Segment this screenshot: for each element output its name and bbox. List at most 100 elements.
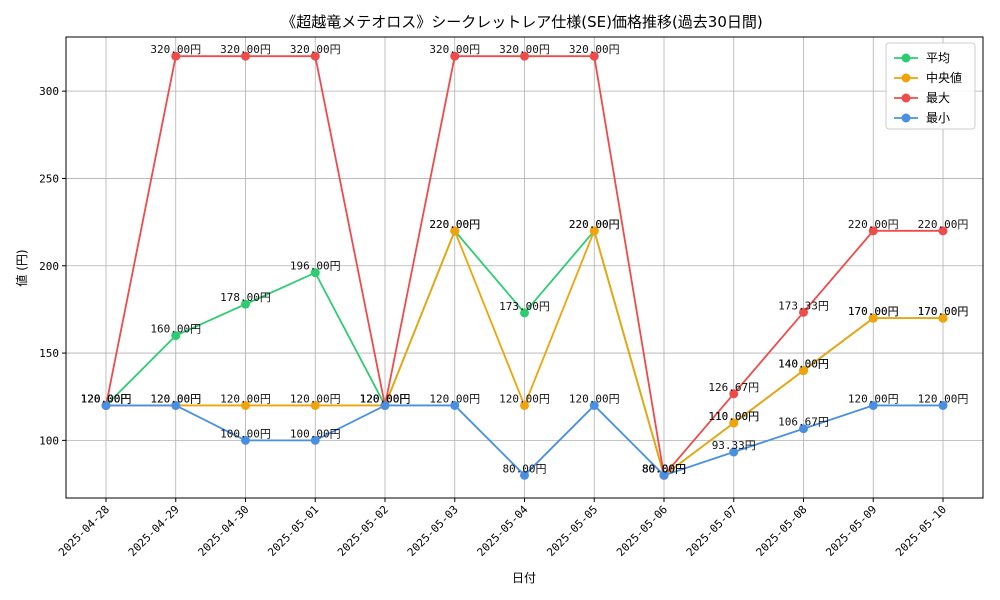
legend-item: 平均 xyxy=(894,51,950,65)
data-point xyxy=(799,307,808,317)
data-point xyxy=(868,313,878,323)
data-label: 320.00円 xyxy=(499,43,550,56)
legend-item: 最大 xyxy=(894,91,950,105)
data-point xyxy=(171,400,181,410)
data-label: 120.00円 xyxy=(150,392,201,405)
legend-item: 最小 xyxy=(894,111,950,125)
legend-swatch-marker xyxy=(901,73,911,83)
data-point xyxy=(589,400,599,410)
data-label: 320.00円 xyxy=(569,43,620,56)
data-label: 120.00円 xyxy=(360,392,411,405)
x-tick-label: 2025-04-29 xyxy=(126,503,182,559)
legend-label: 平均 xyxy=(926,51,950,65)
x-tick-label: 2025-05-04 xyxy=(475,503,531,559)
legend-item: 中央値 xyxy=(894,70,962,85)
series-layer xyxy=(101,51,948,480)
data-label: 120.00円 xyxy=(569,392,620,405)
data-label: 80.00円 xyxy=(642,462,686,475)
series-3 xyxy=(101,400,948,480)
data-label: 80.00円 xyxy=(642,462,686,475)
data-label: 220.00円 xyxy=(429,218,480,231)
data-label: 120.00円 xyxy=(150,392,201,405)
y-tick-label: 250 xyxy=(39,172,59,185)
data-label: 320.00円 xyxy=(429,43,480,56)
data-point xyxy=(310,268,320,278)
x-tick-label: 2025-05-02 xyxy=(335,503,391,559)
x-tick-label: 2025-04-30 xyxy=(196,503,252,559)
x-tick-label: 2025-05-10 xyxy=(893,503,949,559)
data-label: 100.00円 xyxy=(220,427,271,440)
legend-label: 中央値 xyxy=(926,70,962,85)
data-point xyxy=(729,447,739,457)
data-point xyxy=(520,51,529,61)
data-label: 170.00円 xyxy=(848,305,899,318)
data-labels: 120.00円 160.00円 178.00円 196.00円 120.00円 220.0… xyxy=(81,43,969,475)
data-label: 173.00円 xyxy=(499,300,550,313)
data-point xyxy=(310,400,320,410)
data-label: 110.00円 xyxy=(708,410,759,423)
data-point xyxy=(868,400,878,410)
data-label: 220.00円 xyxy=(918,218,969,231)
data-point xyxy=(938,400,948,410)
data-label: 320.00円 xyxy=(150,43,201,56)
data-label: 106.67円 xyxy=(778,416,829,429)
data-label: 170.00円 xyxy=(918,305,969,318)
y-tick-label: 150 xyxy=(39,347,59,360)
data-point xyxy=(589,51,599,61)
data-label: 220.00円 xyxy=(569,218,620,231)
data-label: 120.00円 xyxy=(918,392,969,405)
data-label: 178.00円 xyxy=(220,291,271,304)
data-label: 220.00円 xyxy=(848,218,899,231)
x-tick-label: 2025-05-05 xyxy=(544,503,600,559)
data-point xyxy=(241,299,250,309)
x-tick-label: 2025-05-09 xyxy=(823,503,879,559)
chart-title: 《超越竜メテオロス》シークレットレア仕様(SE)価格推移(過去30日間) xyxy=(281,13,763,31)
x-tick-label: 2025-04-28 xyxy=(56,503,112,559)
y-tick-label: 100 xyxy=(39,434,59,447)
y-tick-label: 200 xyxy=(39,260,59,273)
data-point xyxy=(171,51,181,61)
data-point xyxy=(729,418,739,428)
data-point xyxy=(310,51,320,61)
y-axis-label: 値 (円) xyxy=(14,249,29,286)
data-point xyxy=(450,226,460,236)
data-label: 120.00円 xyxy=(81,392,132,405)
data-label: 120.00円 xyxy=(81,392,132,405)
data-label: 120.00円 xyxy=(81,392,132,405)
data-point xyxy=(171,331,181,341)
data-point xyxy=(380,400,390,410)
grid xyxy=(66,37,983,498)
data-label: 120.00円 xyxy=(360,392,411,405)
data-point xyxy=(729,389,739,399)
series-2 xyxy=(101,51,948,480)
data-label: 320.00円 xyxy=(220,43,271,56)
data-point xyxy=(520,400,529,410)
data-label: 120.00円 xyxy=(848,392,899,405)
data-label: 120.00円 xyxy=(220,392,271,405)
data-label: 173.33円 xyxy=(778,299,829,312)
data-point xyxy=(450,51,460,61)
x-tick-label: 2025-05-03 xyxy=(405,503,461,559)
data-label: 120.00円 xyxy=(81,392,132,405)
data-point xyxy=(241,435,250,445)
data-label: 120.00円 xyxy=(360,392,411,405)
data-label: 220.00円 xyxy=(429,218,480,231)
data-point xyxy=(520,470,529,480)
data-label: 140.00円 xyxy=(778,358,829,371)
data-point xyxy=(659,470,669,480)
x-tick-label: 2025-05-07 xyxy=(684,503,740,559)
data-label: 93.33円 xyxy=(712,439,756,452)
data-point xyxy=(450,400,460,410)
data-point xyxy=(868,226,878,236)
data-label: 120.00円 xyxy=(499,392,550,405)
legend-swatch-marker xyxy=(901,53,911,63)
legend-swatch-marker xyxy=(901,113,911,123)
data-label: 120.00円 xyxy=(360,392,411,405)
data-label: 196.00円 xyxy=(290,260,341,273)
data-label: 80.00円 xyxy=(502,462,546,475)
legend-label: 最小 xyxy=(926,111,950,125)
data-point xyxy=(101,400,111,410)
x-tick-label: 2025-05-08 xyxy=(754,503,810,559)
